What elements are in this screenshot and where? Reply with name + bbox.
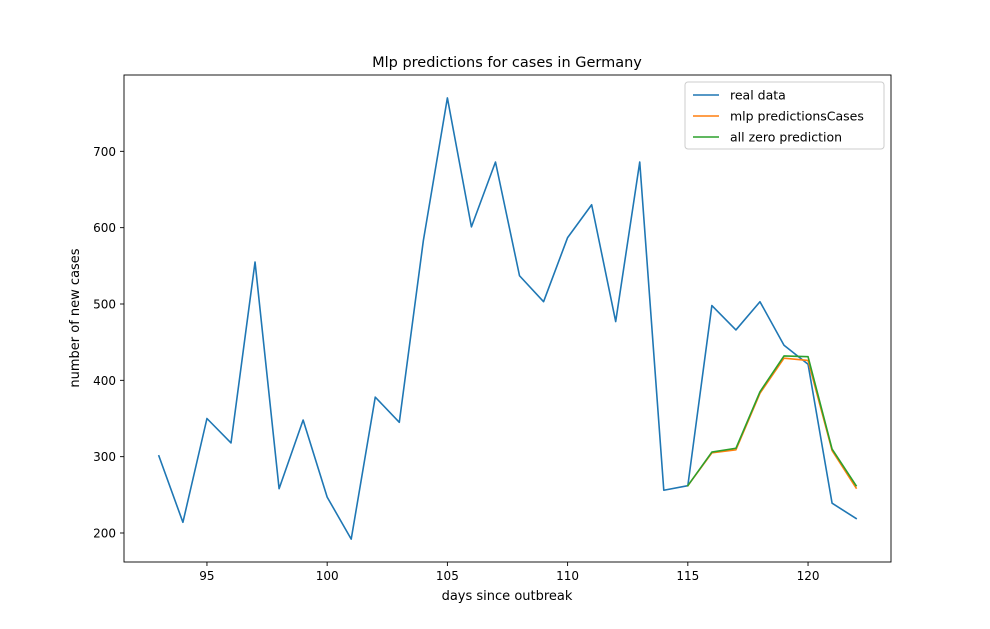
legend-box xyxy=(684,81,885,150)
x-tick-label: 120 xyxy=(797,569,820,583)
series-line-0 xyxy=(157,97,858,540)
x-axis-label: days since outbreak xyxy=(442,589,573,604)
legend-label-1: mlp predictionsCases xyxy=(730,109,864,124)
x-tick-label: 115 xyxy=(676,569,699,583)
y-tick-label: 600 xyxy=(93,221,116,235)
axes-frame xyxy=(123,74,892,563)
x-tick-label: 95 xyxy=(199,569,214,583)
y-tick-label: 500 xyxy=(93,297,116,311)
x-tick-label: 105 xyxy=(436,569,459,583)
y-tick-label: 200 xyxy=(93,526,116,540)
legend-label-2: all zero prediction xyxy=(730,130,842,145)
series-line-2 xyxy=(686,355,858,487)
x-tick-label: 100 xyxy=(316,569,339,583)
legend-label-0: real data xyxy=(730,88,786,103)
legend: real data mlp predictionsCases all zero pr… xyxy=(684,81,885,150)
y-axis-label: number of new cases xyxy=(68,248,83,387)
chart-title: Mlp predictions for cases in Germany xyxy=(372,55,642,71)
y-tick-label: 400 xyxy=(93,374,116,388)
x-tick-label: 110 xyxy=(556,569,579,583)
y-axis: 200 300 400 500 600 700 xyxy=(93,145,124,540)
x-axis: 95 100 105 110 115 120 xyxy=(199,562,820,583)
plot-area xyxy=(123,74,892,563)
y-tick-label: 300 xyxy=(93,450,116,464)
y-tick-label: 700 xyxy=(93,145,116,159)
